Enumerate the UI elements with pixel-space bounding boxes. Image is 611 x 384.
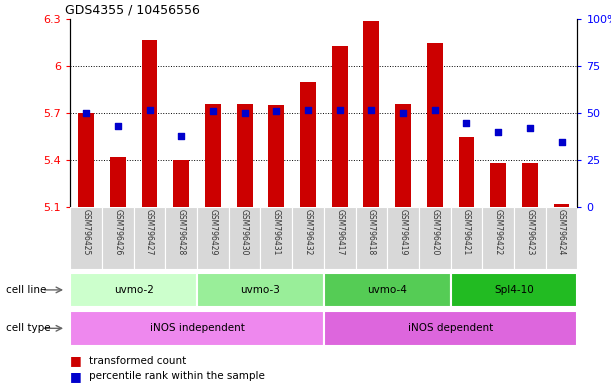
Bar bbox=[546, 207, 577, 269]
Bar bbox=[356, 207, 387, 269]
Bar bbox=[70, 311, 324, 346]
Bar bbox=[427, 43, 443, 207]
Bar bbox=[324, 311, 577, 346]
Bar bbox=[395, 104, 411, 207]
Text: GSM796425: GSM796425 bbox=[82, 209, 90, 256]
Text: Spl4-10: Spl4-10 bbox=[494, 285, 534, 295]
Bar bbox=[419, 207, 451, 269]
Point bbox=[367, 106, 376, 113]
Text: GSM796419: GSM796419 bbox=[398, 209, 408, 256]
Bar bbox=[236, 104, 252, 207]
Text: uvmo-4: uvmo-4 bbox=[367, 285, 407, 295]
Point bbox=[177, 133, 186, 139]
Text: GSM796417: GSM796417 bbox=[335, 209, 344, 256]
Point bbox=[430, 106, 440, 113]
Text: GSM796429: GSM796429 bbox=[208, 209, 218, 256]
Text: GSM796422: GSM796422 bbox=[494, 209, 503, 255]
Text: cell type: cell type bbox=[6, 323, 51, 333]
Point bbox=[303, 106, 313, 113]
Bar bbox=[324, 273, 450, 307]
Point bbox=[208, 108, 218, 114]
Text: GSM796427: GSM796427 bbox=[145, 209, 154, 256]
Text: uvmo-3: uvmo-3 bbox=[241, 285, 280, 295]
Text: ■: ■ bbox=[70, 354, 82, 367]
Bar bbox=[229, 207, 260, 269]
Bar bbox=[522, 164, 538, 207]
Text: GSM796432: GSM796432 bbox=[304, 209, 312, 256]
Text: GDS4355 / 10456556: GDS4355 / 10456556 bbox=[65, 3, 200, 17]
Bar bbox=[197, 273, 324, 307]
Text: iNOS dependent: iNOS dependent bbox=[408, 323, 493, 333]
Point bbox=[525, 125, 535, 131]
Text: GSM796431: GSM796431 bbox=[272, 209, 281, 256]
Bar bbox=[268, 106, 284, 207]
Point bbox=[145, 106, 155, 113]
Text: iNOS independent: iNOS independent bbox=[150, 323, 244, 333]
Text: uvmo-2: uvmo-2 bbox=[114, 285, 153, 295]
Bar bbox=[142, 40, 158, 207]
Text: ■: ■ bbox=[70, 370, 82, 383]
Bar bbox=[514, 207, 546, 269]
Bar bbox=[324, 207, 356, 269]
Bar bbox=[458, 137, 474, 207]
Bar bbox=[205, 104, 221, 207]
Point bbox=[240, 110, 249, 116]
Point bbox=[335, 106, 345, 113]
Text: GSM796424: GSM796424 bbox=[557, 209, 566, 256]
Bar bbox=[554, 204, 569, 207]
Bar bbox=[260, 207, 292, 269]
Bar bbox=[70, 207, 102, 269]
Bar bbox=[197, 207, 229, 269]
Bar bbox=[166, 207, 197, 269]
Bar bbox=[292, 207, 324, 269]
Text: percentile rank within the sample: percentile rank within the sample bbox=[89, 371, 265, 381]
Bar bbox=[450, 273, 577, 307]
Point bbox=[113, 123, 123, 129]
Point bbox=[461, 120, 471, 126]
Text: GSM796421: GSM796421 bbox=[462, 209, 471, 255]
Bar bbox=[102, 207, 134, 269]
Bar bbox=[451, 207, 482, 269]
Bar bbox=[490, 164, 506, 207]
Text: cell line: cell line bbox=[6, 285, 46, 295]
Bar bbox=[110, 157, 126, 207]
Bar bbox=[482, 207, 514, 269]
Text: GSM796420: GSM796420 bbox=[430, 209, 439, 256]
Bar bbox=[70, 273, 197, 307]
Bar bbox=[387, 207, 419, 269]
Bar bbox=[300, 82, 316, 207]
Point bbox=[493, 129, 503, 135]
Bar bbox=[174, 160, 189, 207]
Text: transformed count: transformed count bbox=[89, 356, 186, 366]
Text: GSM796418: GSM796418 bbox=[367, 209, 376, 255]
Bar bbox=[364, 21, 379, 207]
Bar bbox=[332, 46, 348, 207]
Point bbox=[81, 110, 91, 116]
Text: GSM796426: GSM796426 bbox=[113, 209, 122, 256]
Bar bbox=[78, 113, 94, 207]
Point bbox=[271, 108, 281, 114]
Point bbox=[557, 139, 566, 145]
Bar bbox=[134, 207, 166, 269]
Text: GSM796423: GSM796423 bbox=[525, 209, 535, 256]
Text: GSM796428: GSM796428 bbox=[177, 209, 186, 255]
Text: GSM796430: GSM796430 bbox=[240, 209, 249, 256]
Point bbox=[398, 110, 408, 116]
